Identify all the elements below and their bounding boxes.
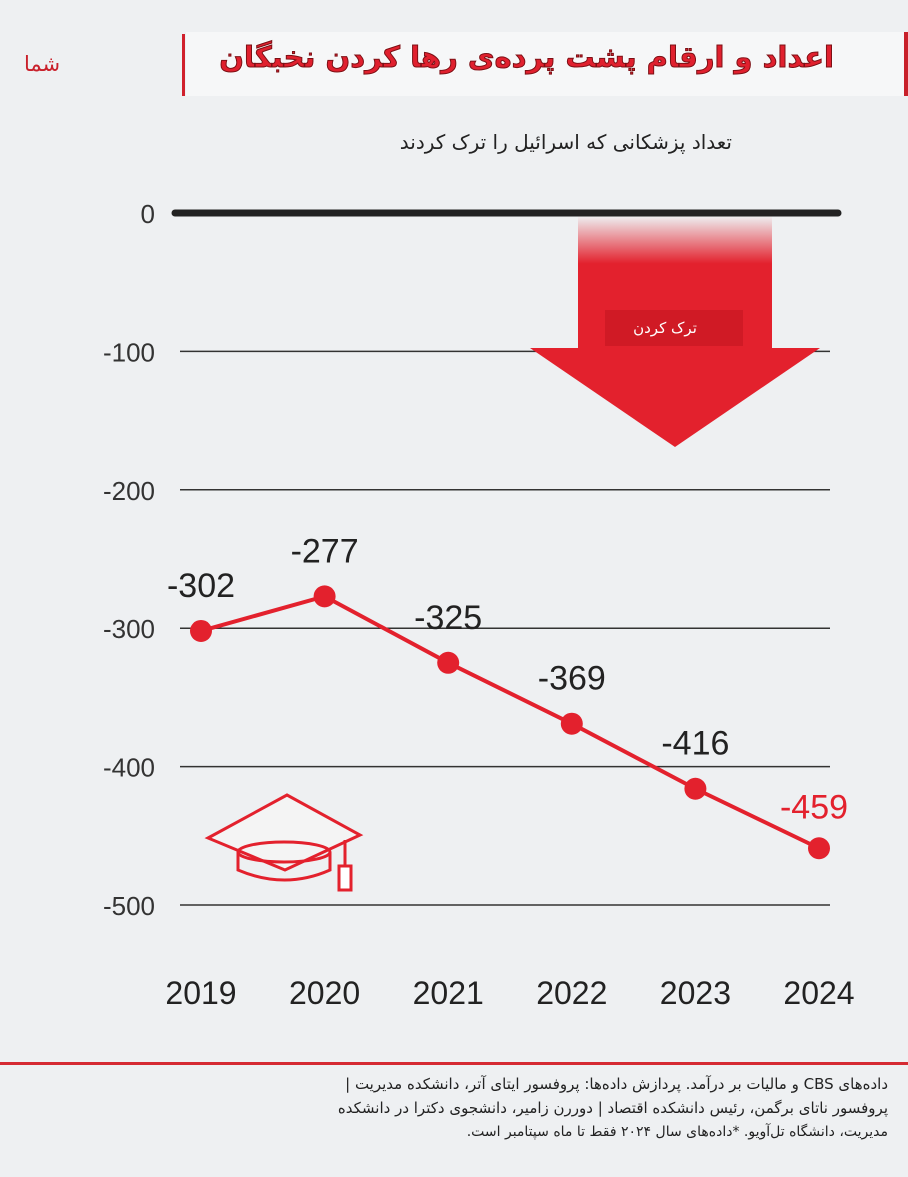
source-line: پروفسور ناتای برگمن، رئیس دانشکده اقتصاد…: [337, 1099, 888, 1117]
brand-logo: شما: [24, 52, 61, 76]
x-tick-label: 2022: [536, 975, 607, 1011]
chart-title: تعداد پزشکانی که اسرائیل را ترک کردند: [399, 130, 732, 154]
x-tick-label: 2021: [413, 975, 484, 1011]
data-label: -325: [414, 599, 482, 637]
data-label: -369: [538, 660, 606, 698]
data-point: [684, 777, 707, 800]
y-tick-label: -200: [103, 476, 155, 506]
y-tick-label: -300: [103, 614, 155, 644]
data-point: [437, 651, 460, 674]
y-tick-label: 0: [141, 199, 155, 229]
header-divider: [182, 34, 185, 96]
footer-divider: [0, 1062, 908, 1065]
x-tick-label: 2023: [660, 975, 731, 1011]
y-tick-label: -400: [103, 753, 155, 783]
arrow-label-box: [605, 310, 743, 346]
y-tick-label: -100: [103, 337, 155, 367]
x-tick-label: 2020: [289, 975, 360, 1011]
header-band: [186, 32, 908, 96]
data-label: -416: [661, 725, 729, 763]
y-tick-label: -500: [103, 891, 155, 921]
header-accent-bar: [904, 32, 908, 96]
series-line: [200, 594, 820, 851]
graduation-cap-icon: [204, 793, 364, 892]
data-point: [560, 712, 583, 735]
arrow-head: [530, 348, 820, 447]
data-label: -302: [167, 567, 235, 605]
leave-arrow: ترک کردن: [530, 216, 820, 447]
data-label: -459: [780, 788, 848, 826]
page-title: اعداد و ارقام پشت پرده‌ی رها کردن نخبگان: [219, 40, 835, 75]
x-tick-label: 2024: [783, 975, 854, 1011]
source-note: داده‌های CBS و مالیات بر درآمد. پردازش د…: [28, 1072, 888, 1144]
data-point: [808, 837, 830, 860]
x-tick-label: 2019: [165, 975, 236, 1011]
data-label: -277: [291, 532, 359, 570]
arrow-label: ترک کردن: [633, 319, 697, 337]
data-point: [190, 619, 212, 642]
source-line: داده‌های CBS و مالیات بر درآمد. پردازش د…: [345, 1075, 888, 1093]
data-point: [313, 585, 336, 608]
source-line: مدیریت، دانشگاه تل‌آویو. *داده‌های سال ۲…: [466, 1124, 888, 1140]
